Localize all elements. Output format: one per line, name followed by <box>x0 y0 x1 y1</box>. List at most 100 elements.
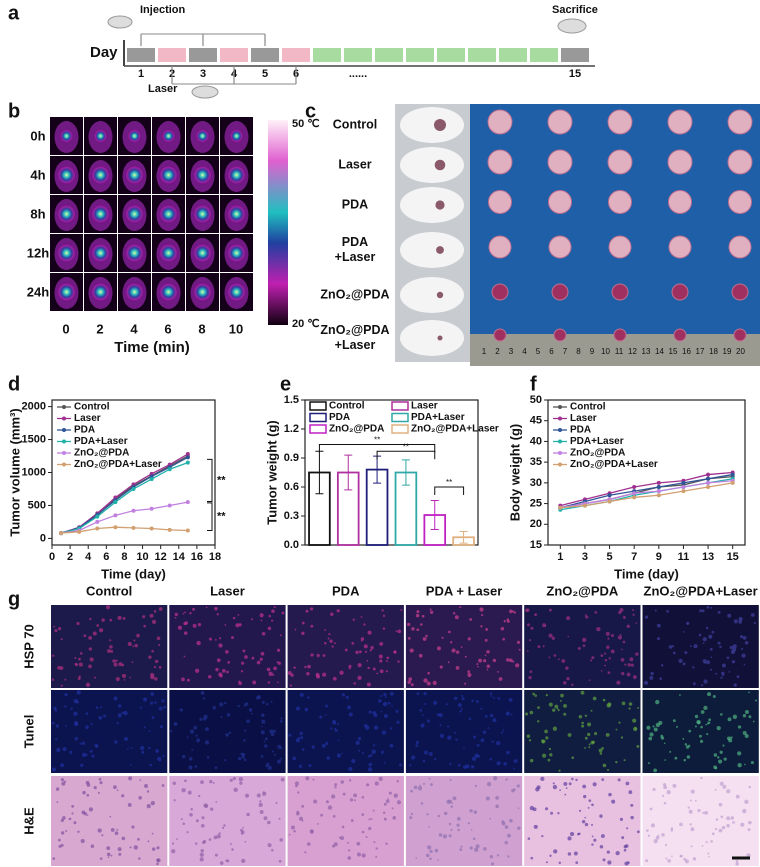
x-tick-label: 12 <box>155 551 167 563</box>
micrograph-texture <box>198 794 201 798</box>
micrograph-texture <box>309 607 314 611</box>
micrograph-texture <box>385 670 388 673</box>
micrograph-texture <box>682 737 685 740</box>
micrograph-texture <box>486 782 492 787</box>
micrograph-texture <box>486 650 490 654</box>
col-label: Control <box>86 583 132 598</box>
micrograph-texture <box>276 681 279 684</box>
micrograph-texture <box>368 826 372 831</box>
micrograph-texture <box>617 635 622 640</box>
micrograph-texture <box>219 861 224 865</box>
micrograph-texture <box>610 649 615 654</box>
micrograph-texture <box>735 859 739 863</box>
micrograph-texture <box>486 668 489 671</box>
micrograph-texture <box>420 802 424 805</box>
micrograph-texture <box>591 835 594 838</box>
micrograph-texture <box>397 660 400 663</box>
micrograph-texture <box>689 645 692 647</box>
point <box>113 500 118 505</box>
micrograph-texture <box>129 764 132 766</box>
point <box>167 503 172 508</box>
micrograph-texture <box>703 679 708 684</box>
micrograph-texture <box>196 738 201 743</box>
micrograph-texture <box>121 711 125 715</box>
micrograph-texture <box>504 825 509 829</box>
ruler-number: 4 <box>522 347 527 356</box>
micrograph-texture <box>447 661 450 664</box>
micrograph-texture <box>73 821 77 825</box>
micrograph-texture <box>566 676 570 681</box>
micrograph-texture <box>492 658 497 663</box>
micrograph-texture <box>370 818 373 821</box>
micrograph-texture <box>457 703 462 707</box>
micrograph-texture <box>730 649 736 655</box>
micrograph-texture <box>471 756 477 761</box>
y-tick-label: 25 <box>530 497 542 509</box>
thermal-spot <box>90 281 111 303</box>
tumor <box>488 235 512 259</box>
micrograph-texture <box>312 778 315 781</box>
micrograph-texture <box>441 636 444 639</box>
legend-label: Laser <box>570 413 597 424</box>
micrograph-texture <box>352 618 355 621</box>
micrograph-texture <box>361 813 365 816</box>
micrograph-texture <box>732 644 737 649</box>
micrograph-texture <box>713 753 718 757</box>
micrograph-texture <box>77 830 80 833</box>
micrograph-texture <box>741 653 746 658</box>
micrograph-texture <box>429 608 432 611</box>
micrograph-texture <box>740 822 745 827</box>
micrograph-texture <box>89 749 93 753</box>
micrograph-texture <box>437 859 439 861</box>
micrograph-texture <box>90 844 95 848</box>
micrograph-texture <box>426 681 431 686</box>
micrograph-texture <box>607 637 610 640</box>
ruler-number: 9 <box>590 347 595 356</box>
timeline-block <box>282 48 310 62</box>
micrograph-texture <box>548 702 553 707</box>
micrograph-texture <box>422 782 426 785</box>
group-label: +Laser <box>335 338 376 352</box>
micrograph-texture <box>632 718 637 723</box>
ruler-number: 3 <box>509 347 514 356</box>
micrograph-texture <box>341 752 344 755</box>
micrograph-texture <box>54 709 58 712</box>
ruler-number: 14 <box>655 347 664 356</box>
series-line <box>60 456 189 534</box>
micrograph-texture <box>209 807 214 811</box>
legend-marker <box>62 405 66 409</box>
day-number: 5 <box>262 68 268 80</box>
micrograph-texture <box>235 623 240 628</box>
micrograph-texture <box>559 699 562 702</box>
micrograph-texture <box>706 733 709 736</box>
micrograph-texture <box>214 639 217 641</box>
micrograph-texture <box>174 612 178 617</box>
micrograph-texture <box>656 623 661 628</box>
micrograph-texture <box>507 833 511 838</box>
micrograph-texture <box>618 610 622 615</box>
micrograph-texture <box>663 783 667 787</box>
micrograph-texture <box>349 798 354 802</box>
micrograph-texture <box>350 819 354 822</box>
ruler-number: 5 <box>536 347 541 356</box>
micrograph-texture <box>212 705 217 710</box>
micrograph-texture <box>369 649 372 652</box>
micrograph-texture <box>232 616 236 620</box>
y-tick-label: 0.3 <box>284 510 299 522</box>
micrograph-texture <box>313 799 318 804</box>
micrograph-texture <box>151 832 154 835</box>
y-tick-label: 30 <box>530 477 542 489</box>
micrograph-texture <box>299 692 304 697</box>
micrograph-texture <box>271 750 274 753</box>
micrograph-texture <box>106 852 111 857</box>
micrograph-texture <box>174 616 177 619</box>
tumor <box>487 149 513 175</box>
thermal-spot <box>192 203 213 225</box>
x-tick-label: 10 <box>136 551 148 563</box>
micrograph-texture <box>715 672 718 675</box>
micrograph-texture <box>527 837 531 840</box>
micrograph-texture <box>373 725 379 730</box>
point <box>113 525 118 530</box>
ruler-number: 11 <box>615 347 624 356</box>
micrograph-texture <box>726 789 731 794</box>
